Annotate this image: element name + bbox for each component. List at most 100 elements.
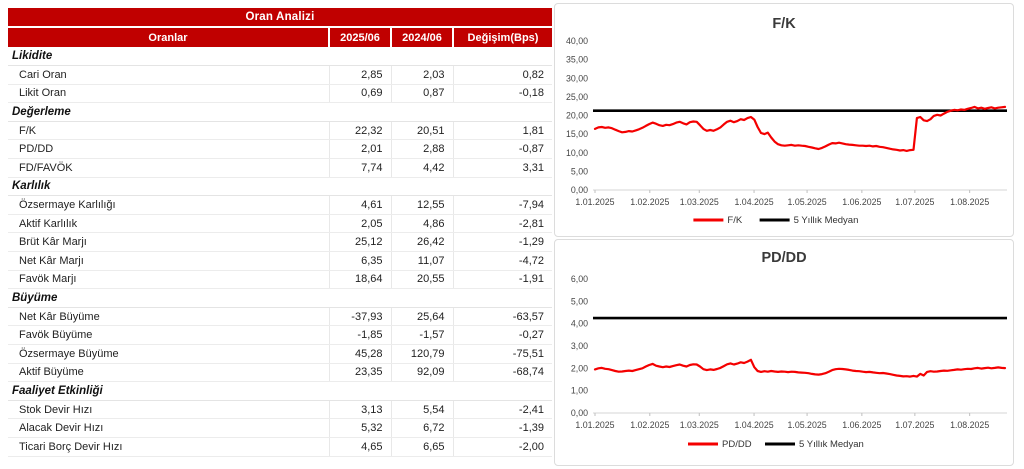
value-change-bps: -75,51	[452, 344, 552, 364]
value-2025-06: 45,28	[328, 344, 391, 364]
y-axis-tick-label: 5,00	[571, 296, 588, 306]
y-axis-tick-label: 25,00	[566, 92, 588, 102]
table-row: Alacak Devir Hızı 5,32 6,72 -1,39	[8, 418, 552, 438]
column-header-2024-06: 2024/06	[390, 28, 453, 47]
section-row: Değerleme	[8, 102, 552, 122]
section-label: Karlılık	[8, 177, 552, 197]
row-label: Brüt Kâr Marjı	[8, 232, 329, 253]
value-change-bps: -0,87	[452, 139, 552, 160]
column-header-oranlar: Oranlar	[8, 28, 329, 47]
value-2025-06: -37,93	[328, 307, 391, 327]
y-axis-tick-label: 5,00	[571, 166, 588, 176]
row-label: Ticari Borç Devir Hızı	[8, 437, 329, 457]
row-label: Cari Oran	[8, 65, 329, 85]
x-axis-tick-label: 1.05.2025	[787, 420, 826, 430]
y-axis-tick-label: 40,00	[566, 36, 588, 46]
value-2024-06: -1,57	[390, 325, 453, 345]
fk-chart-svg: F/K 40,00 35,00 30,00 25,00 20,00 15,00 10,00 5,…	[566, 16, 1007, 226]
table-row: Ticari Borç Devir Hızı 4,65 6,65 -2,00	[8, 437, 552, 457]
pddd-chart-svg: PD/DD 6,00 5,00 4,00 3,00 2,00 1,00 0,00 1.01.20…	[571, 250, 1007, 450]
y-axis-tick-label: 6,00	[571, 274, 588, 284]
value-change-bps: -1,29	[452, 232, 552, 253]
y-axis-tick-label: 20,00	[566, 111, 588, 121]
row-label: Stok Devir Hızı	[8, 400, 329, 420]
row-label: Özsermaye Büyüme	[8, 344, 329, 364]
pddd-chart-title: PD/DD	[761, 250, 806, 266]
value-2025-06: 5,32	[328, 418, 391, 438]
section-label: Likidite	[8, 47, 552, 67]
value-change-bps: -1,91	[452, 270, 552, 290]
table-title: Oran Analizi	[8, 8, 552, 26]
row-label: Aktif Büyüme	[8, 363, 329, 383]
value-2024-06: 12,55	[390, 195, 453, 215]
value-2024-06: 25,64	[390, 307, 453, 327]
table-row: Favök Marjı 18,64 20,55 -1,91	[8, 270, 552, 290]
value-change-bps: -63,57	[452, 307, 552, 327]
x-axis-tick-label: 1.06.2025	[842, 197, 881, 207]
table-row: PD/DD 2,01 2,88 -0,87	[8, 139, 552, 160]
row-label: PD/DD	[8, 139, 329, 160]
row-label: Favök Marjı	[8, 270, 329, 290]
x-axis-tick-label: 1.07.2025	[895, 420, 934, 430]
x-axis-tick-label: 1.08.2025	[950, 197, 989, 207]
value-2025-06: 4,61	[328, 195, 391, 215]
row-label: F/K	[8, 121, 329, 141]
x-axis-tick-label: 1.03.2025	[680, 420, 719, 430]
value-change-bps: -7,94	[452, 195, 552, 215]
row-label: Net Kâr Büyüme	[8, 307, 329, 327]
fk-chart-title: F/K	[772, 16, 796, 32]
value-change-bps: 0,82	[452, 65, 552, 85]
fk-series-line	[593, 105, 1007, 152]
value-2025-06: 3,13	[328, 400, 391, 420]
value-2024-06: 5,54	[390, 400, 453, 420]
section-label: Büyüme	[8, 288, 552, 308]
value-change-bps: -1,39	[452, 418, 552, 438]
table-body: Likidite Cari Oran 2,85 2,03 0,82 Likit Oran 0…	[8, 47, 552, 457]
value-2025-06: 4,65	[328, 437, 391, 457]
value-2025-06: 25,12	[328, 232, 391, 253]
value-change-bps: -2,41	[452, 400, 552, 420]
ratio-analysis-panel: Oran Analizi Oranlar 2025/06 2024/06 Değ…	[8, 8, 552, 457]
y-axis-tick-label: 4,00	[571, 319, 588, 329]
y-axis-tick-label: 10,00	[566, 148, 588, 158]
legend-label: F/K	[727, 215, 742, 226]
x-axis-tick-label: 1.01.2025	[575, 197, 614, 207]
legend-label: 5 Yıllık Medyan	[794, 215, 859, 226]
value-change-bps: -2,81	[452, 214, 552, 234]
section-row: Faaliyet Etkinliği	[8, 381, 552, 401]
value-2024-06: 20,55	[390, 270, 453, 290]
y-axis-tick-label: 30,00	[566, 73, 588, 83]
x-axis-tick-label: 1.02.2025	[630, 420, 669, 430]
row-label: Favök Büyüme	[8, 325, 329, 345]
value-2025-06: 23,35	[328, 363, 391, 383]
table-row: Aktif Büyüme 23,35 92,09 -68,74	[8, 363, 552, 383]
x-axis-tick-label: 1.05.2025	[787, 197, 826, 207]
value-2024-06: 92,09	[390, 363, 453, 383]
x-axis-tick-label: 1.07.2025	[895, 197, 934, 207]
x-axis-tick-label: 1.04.2025	[734, 420, 773, 430]
x-axis-tick-label: 1.06.2025	[842, 420, 881, 430]
value-2024-06: 11,07	[390, 251, 453, 271]
row-label: Alacak Devir Hızı	[8, 418, 329, 438]
section-label: Faaliyet Etkinliği	[8, 381, 552, 401]
table-row: Özsermaye Karlılığı 4,61 12,55 -7,94	[8, 195, 552, 215]
y-axis-tick-label: 15,00	[566, 129, 588, 139]
value-2025-06: 2,01	[328, 139, 391, 160]
column-header-2025-06: 2025/06	[328, 28, 391, 47]
value-2025-06: 2,85	[328, 65, 391, 85]
x-axis-tick-label: 1.02.2025	[630, 197, 669, 207]
fk-chart: F/K 40,00 35,00 30,00 25,00 20,00 15,00 10,00 5,…	[554, 3, 1014, 237]
table-header: Oranlar 2025/06 2024/06 Değişim(Bps)	[8, 28, 552, 47]
value-change-bps: 3,31	[452, 158, 552, 178]
legend-label: 5 Yıllık Medyan	[799, 439, 864, 450]
y-axis-tick-label: 1,00	[571, 386, 588, 396]
table-row: F/K 22,32 20,51 1,81	[8, 121, 552, 141]
table-row: Stok Devir Hızı 3,13 5,54 -2,41	[8, 400, 552, 420]
x-axis-tick-label: 1.03.2025	[680, 197, 719, 207]
value-2025-06: -1,85	[328, 325, 391, 345]
legend-label: PD/DD	[722, 439, 752, 450]
x-axis-tick-label: 1.01.2025	[575, 420, 614, 430]
value-2025-06: 18,64	[328, 270, 391, 290]
value-change-bps: -4,72	[452, 251, 552, 271]
table-row: Favök Büyüme -1,85 -1,57 -0,27	[8, 325, 552, 345]
